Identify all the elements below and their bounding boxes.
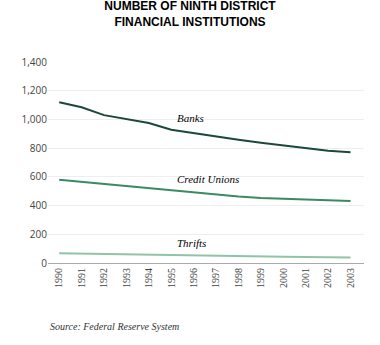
- svg-text:1993: 1993: [121, 268, 132, 288]
- svg-text:1997: 1997: [210, 268, 221, 288]
- svg-text:NUMBER OF NINTH DISTRICTFINANC: NUMBER OF NINTH DISTRICTFINANCIAL INSTIT…: [104, 0, 276, 29]
- svg-text:1999: 1999: [255, 268, 266, 288]
- svg-text:Source: Federal Reserve System: Source: Federal Reserve System: [50, 321, 179, 332]
- svg-text:1991: 1991: [76, 268, 87, 288]
- svg-text:600: 600: [30, 169, 47, 183]
- svg-text:2002: 2002: [322, 268, 333, 288]
- svg-text:800: 800: [30, 141, 47, 155]
- svg-text:1998: 1998: [233, 268, 244, 288]
- svg-text:200: 200: [30, 227, 47, 241]
- svg-text:1,400: 1,400: [22, 55, 48, 69]
- svg-text:1994: 1994: [143, 268, 154, 288]
- svg-text:1,000: 1,000: [22, 112, 48, 126]
- svg-text:2001: 2001: [300, 268, 311, 288]
- svg-text:Credit Unions: Credit Unions: [177, 173, 239, 185]
- svg-text:1,200: 1,200: [22, 83, 48, 97]
- svg-text:2003: 2003: [345, 268, 356, 288]
- svg-text:1990: 1990: [53, 268, 64, 288]
- svg-text:Banks: Banks: [177, 112, 204, 124]
- svg-text:Thrifts: Thrifts: [177, 237, 206, 249]
- svg-text:0: 0: [41, 256, 47, 270]
- svg-text:400: 400: [30, 198, 47, 212]
- svg-text:1995: 1995: [166, 268, 177, 288]
- svg-text:1992: 1992: [98, 268, 109, 288]
- svg-text:2000: 2000: [278, 268, 289, 288]
- svg-text:1996: 1996: [188, 268, 199, 288]
